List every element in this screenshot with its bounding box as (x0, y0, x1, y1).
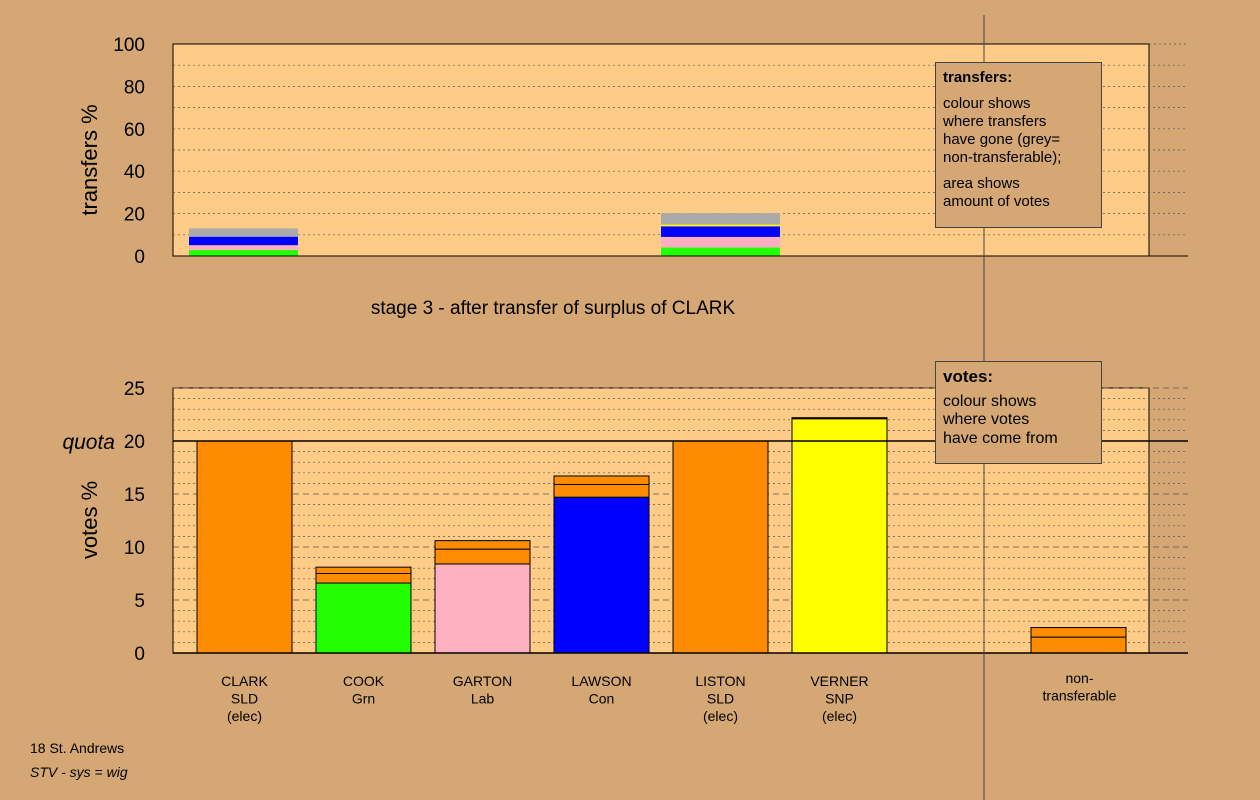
constituency-label: 18 St. Andrews (30, 740, 125, 756)
vote-segment-con (553, 496, 650, 654)
candidate-label: LISTON (695, 673, 745, 689)
votes-legend-text: colour shows (943, 392, 1037, 410)
y-tick-label: 20 (124, 432, 145, 453)
vote-bar-garton (434, 540, 531, 654)
vote-segment-sld (553, 483, 650, 498)
quota-label: quota (62, 431, 115, 454)
y-tick-label: 10 (124, 538, 145, 559)
transfers-y-ticks: 0 20 40 60 80 100 (113, 35, 145, 268)
transfers-legend-text: where transfers (943, 113, 1047, 130)
candidate-label: (elec) (703, 708, 738, 724)
transfer-segment-non-transferable (661, 213, 780, 225)
votes-y-ticks: 0 5 10 15 20 25 (124, 379, 145, 665)
votes-legend-title: votes: (943, 367, 994, 386)
transfer-segment-con (661, 226, 780, 237)
candidate-label: LAWSON (571, 673, 631, 689)
vote-segment-sld (791, 417, 888, 420)
vote-segment-sld (434, 540, 531, 550)
y-tick-label: 60 (124, 120, 145, 141)
vote-bar-liston (672, 440, 769, 654)
transfers-legend-text: amount of votes (943, 193, 1050, 210)
vote-bar-verner (791, 417, 888, 654)
vote-segment-sld (196, 440, 293, 654)
transfers-legend-text: have gone (grey= (943, 131, 1061, 148)
y-tick-label: 80 (124, 77, 145, 98)
non-transferable-label: transferable (1043, 688, 1117, 704)
transfers-legend-text: non-transferable); (943, 149, 1062, 166)
candidate-label: CLARK (221, 673, 268, 689)
candidate-label: GARTON (453, 673, 512, 689)
transfer-segment-grn (661, 247, 780, 256)
votes-legend: votes: colour shows where votes have com… (935, 361, 1102, 464)
candidate-label: VERNER (810, 673, 868, 689)
system-label: STV - sys = wig (30, 764, 128, 780)
y-tick-label: 20 (124, 205, 145, 226)
y-tick-label: 15 (124, 485, 145, 506)
vote-segment-sld (315, 573, 412, 584)
votes-x-labels: CLARKSLD(elec)COOKGrnGARTONLabLAWSONConL… (221, 670, 1117, 724)
y-tick-label: 25 (124, 379, 145, 400)
vote-segment-sld (1030, 627, 1127, 638)
votes-legend-text: where votes (943, 411, 1030, 428)
vote-segment-sld (434, 548, 531, 565)
transfer-segment-lab (189, 245, 298, 251)
transfer-segment-snp (661, 224, 780, 227)
y-tick-label: 40 (124, 162, 145, 183)
candidate-label: SNP (825, 691, 854, 707)
transfers-legend-title: transfers: (943, 69, 1013, 86)
candidate-label: SLD (707, 691, 734, 707)
vote-bar-lawson (553, 475, 650, 654)
y-tick-label: 0 (134, 644, 145, 665)
transfers-y-axis-label: transfers % (77, 104, 102, 215)
candidate-label: SLD (231, 691, 258, 707)
vote-bar-clark (196, 440, 293, 654)
candidate-label: Lab (471, 691, 495, 707)
vote-segment-lab (434, 563, 531, 654)
transfers-bars (189, 213, 780, 256)
vote-segment-sld (672, 440, 769, 654)
vote-bar-cook (315, 566, 412, 654)
votes-legend-text: have come from (943, 429, 1058, 447)
votes-bars (196, 417, 1127, 654)
candidate-label: Con (589, 691, 615, 707)
y-tick-label: 5 (134, 591, 145, 612)
votes-y-axis-label: votes % (77, 481, 102, 559)
y-tick-label: 100 (113, 35, 145, 56)
vote-segment-snp (791, 418, 888, 654)
transfer-segment-lab (661, 236, 780, 248)
vote-segment-sld (553, 475, 650, 485)
candidate-label: COOK (343, 673, 385, 689)
vote-segment-grn (315, 582, 412, 654)
candidate-label: (elec) (822, 708, 857, 724)
transfer-segment-grn (189, 250, 298, 256)
stage-title: stage 3 - after transfer of surplus of C… (371, 298, 736, 319)
non-transferable-label: non- (1065, 670, 1093, 686)
candidate-label: Grn (352, 691, 375, 707)
vote-bar-non-transferable (1030, 627, 1127, 654)
vote-segment-sld (1030, 636, 1127, 654)
transfers-legend-text: colour shows (943, 95, 1031, 112)
vote-segment-sld (315, 566, 412, 575)
transfers-legend: transfers: colour shows where transfers … (935, 62, 1102, 228)
candidate-label: (elec) (227, 708, 262, 724)
transfer-segment-con (189, 236, 298, 246)
transfers-legend-text: area shows (943, 175, 1020, 192)
transfer-segment-non-transferable (189, 228, 298, 237)
y-tick-label: 0 (134, 247, 145, 268)
